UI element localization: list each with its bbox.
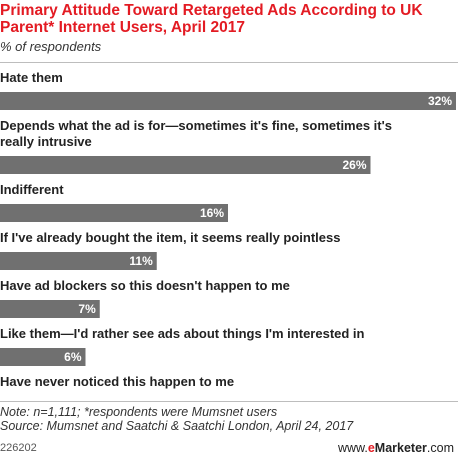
bar — [0, 92, 456, 110]
bar — [0, 252, 157, 270]
chart-id: 226202 — [0, 442, 37, 454]
chart-title: Primary Attitude Toward Retargeted Ads A… — [0, 2, 423, 36]
bar — [0, 156, 371, 174]
value-label: 32% — [428, 94, 452, 108]
brand-e: e — [367, 441, 375, 455]
value-label: 6% — [64, 350, 82, 364]
bar — [0, 204, 228, 222]
note-text: Note: n=1,111; *respondents were Mumsnet… — [0, 405, 278, 419]
value-label: 16% — [200, 206, 224, 220]
brand-prefix: www. — [337, 441, 368, 455]
emarketer-logo: www.eMarketer.com — [338, 441, 454, 455]
value-label: 26% — [342, 158, 366, 172]
category-label: really intrusive — [0, 134, 92, 149]
chart-notes: Note: n=1,111; *respondents were Mumsnet… — [0, 405, 353, 433]
category-label: If I've already bought the item, it seem… — [0, 230, 340, 245]
value-label: 7% — [78, 302, 96, 316]
chart-subtitle: % of respondents — [0, 39, 102, 54]
source-text: Source: Mumsnet and Saatchi & Saatchi Lo… — [0, 419, 354, 433]
category-label: Like them—I'd rather see ads about thing… — [0, 326, 365, 341]
category-label: Hate them — [0, 70, 63, 85]
bar-chart: Hate them 32% Depends what the ad is for—s… — [0, 64, 458, 396]
value-label: 11% — [129, 254, 153, 268]
top-divider — [0, 62, 458, 63]
category-label: Indifferent — [0, 182, 64, 197]
chart-footer: 226202 www.eMarketer.com — [0, 440, 458, 456]
category-label: Depends what the ad is for—sometimes it'… — [0, 118, 392, 133]
category-label: Have ad blockers so this doesn't happen … — [0, 278, 290, 293]
bottom-divider — [0, 401, 458, 402]
brand-rest: Marketer — [374, 441, 427, 455]
brand-suffix: .com — [426, 441, 454, 455]
bar — [0, 300, 100, 318]
category-label: Have never noticed this happen to me — [0, 374, 234, 389]
bar — [0, 348, 86, 366]
bar-chart-svg: Hate them 32% Depends what the ad is for—s… — [0, 70, 456, 389]
